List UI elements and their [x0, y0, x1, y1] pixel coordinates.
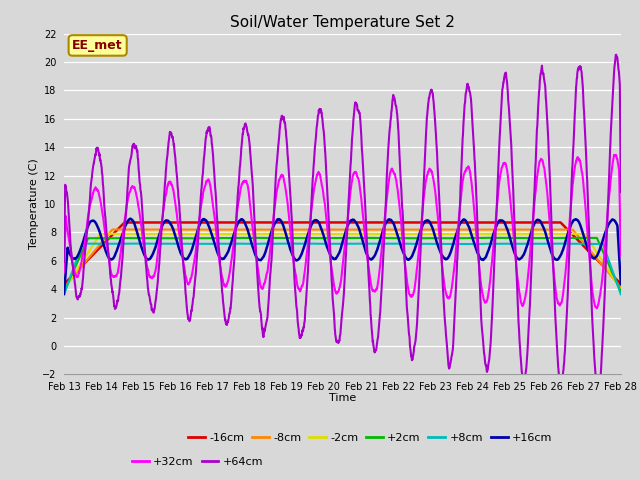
Y-axis label: Temperature (C): Temperature (C)	[29, 158, 39, 250]
X-axis label: Time: Time	[329, 394, 356, 403]
Legend: +32cm, +64cm: +32cm, +64cm	[128, 452, 268, 471]
Title: Soil/Water Temperature Set 2: Soil/Water Temperature Set 2	[230, 15, 455, 30]
Text: EE_met: EE_met	[72, 39, 123, 52]
